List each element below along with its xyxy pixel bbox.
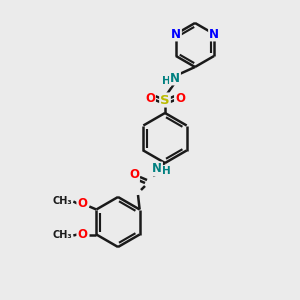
Text: N: N <box>171 28 181 40</box>
Text: O: O <box>77 228 87 241</box>
Text: S: S <box>160 94 170 106</box>
Text: N: N <box>209 28 219 40</box>
Text: O: O <box>77 197 87 210</box>
Text: O: O <box>145 92 155 104</box>
Text: H: H <box>162 166 170 176</box>
Text: O: O <box>129 169 139 182</box>
Text: CH₃: CH₃ <box>52 196 72 206</box>
Text: N: N <box>152 163 162 176</box>
Text: H: H <box>162 76 170 86</box>
Text: N: N <box>170 71 180 85</box>
Text: O: O <box>175 92 185 104</box>
Text: CH₃: CH₃ <box>52 230 72 241</box>
